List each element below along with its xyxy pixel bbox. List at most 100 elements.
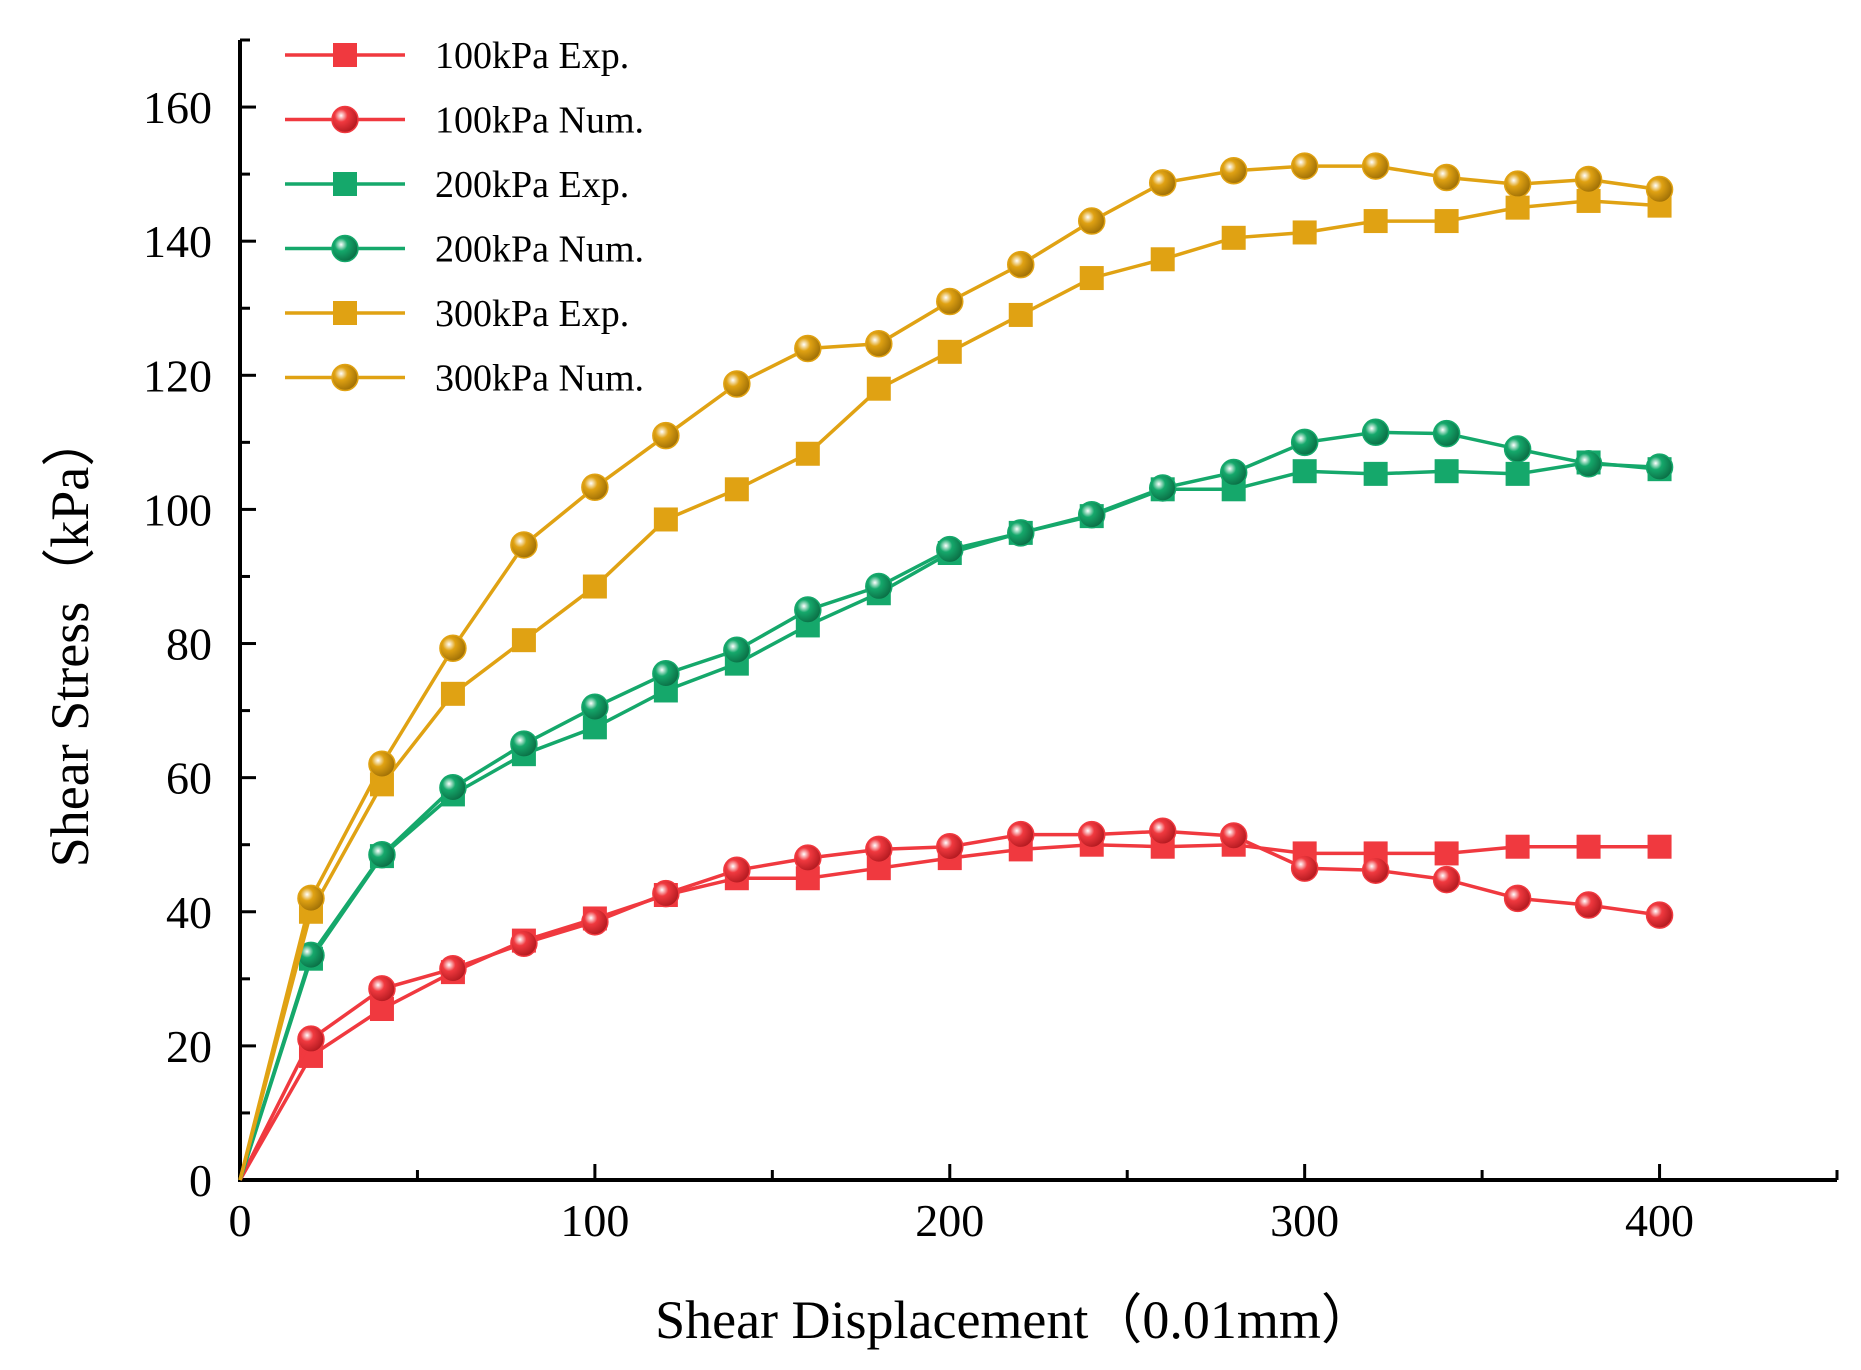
data-point [1432,865,1461,894]
data-point [1361,418,1390,447]
data-point [581,693,609,721]
data-point [510,929,538,958]
legend-marker [333,172,357,196]
data-point [582,574,607,599]
data-point [1434,459,1459,484]
data-point [297,1025,325,1053]
data-point [936,287,964,316]
data-point [794,844,822,872]
data-point [1574,165,1603,194]
data-point [936,832,964,861]
data-point [1434,841,1459,866]
data-point [653,507,678,532]
legend-label: 300kPa Exp. [435,293,629,335]
data-point [1361,856,1390,884]
legend-label: 200kPa Num. [435,229,644,271]
y-tick-label: 60 [166,753,212,804]
data-point [1077,501,1106,529]
legend-marker [331,363,359,392]
axes: 0 100 200 300 400 0 20 40 60 80 100 120 140 160 [143,38,1839,1246]
data-point [1292,459,1317,484]
legend-item: 300kPa Exp. [285,293,629,335]
data-point [936,535,964,564]
y-axis-title: Shear Stress（kPa） [40,413,100,867]
data-point [1363,209,1388,234]
legend-label: 300kPa Num. [435,358,644,400]
data-point [723,636,751,664]
data-point [1505,195,1530,220]
data-point [1645,453,1674,481]
data-point [1645,901,1674,929]
x-tick-label: 100 [560,1195,629,1246]
data-point [937,339,962,364]
data-point [1079,266,1104,291]
data-point [1008,302,1033,327]
data-point [1574,450,1603,478]
data-point [368,750,396,778]
data-point [1007,250,1035,279]
data-point [865,572,893,601]
data-point [1077,820,1106,849]
data-point [297,884,325,913]
series-line [238,460,1660,1181]
data-point [1434,209,1459,234]
data-point [794,596,822,624]
data-point [652,421,680,450]
data-point [510,730,538,758]
data-point [652,659,680,688]
data-point [723,856,751,884]
data-point [368,841,396,869]
data-point [581,908,609,936]
data-point [581,473,609,502]
legend: 100kPa Exp. 100kPa Num. 200kPa Exp. 200kPa … [285,35,644,400]
x-axis-title: Shear Displacement（0.01mm） [655,1290,1375,1350]
data-point [440,681,465,706]
data-point [439,634,467,662]
data-point [1576,834,1601,859]
data-point [1363,461,1388,486]
data-point [1150,247,1175,272]
data-point [1290,854,1319,882]
y-tick-label: 160 [143,82,212,133]
data-point [1292,220,1317,245]
data-point [1432,163,1461,192]
data-point [652,879,680,908]
y-tick-label: 20 [166,1021,212,1072]
x-tick-label: 300 [1270,1195,1339,1246]
data-point [794,334,822,363]
data-point [1505,461,1530,486]
data-point [723,370,751,398]
legend-marker [331,234,359,263]
data-point [1221,225,1246,250]
data-point [865,330,893,358]
legend-label: 100kPa Exp. [435,35,629,77]
data-point [1148,474,1177,502]
data-point [1219,458,1248,487]
data-point [511,628,536,653]
legend-marker [333,301,357,325]
y-tick-label: 140 [143,216,212,267]
plot-series [238,152,1674,1181]
data-point [1007,820,1035,849]
series-100kpa-num- [238,817,1674,1181]
legend-item: 200kPa Exp. [285,164,629,206]
y-tick-label: 100 [143,484,212,535]
data-point [439,955,467,983]
series-line [238,842,1660,1181]
data-point [1574,891,1603,919]
data-point [866,376,891,401]
data-point [1219,822,1248,850]
data-point [1007,519,1035,547]
series-300kpa-exp- [238,188,1672,1181]
data-point [439,773,467,802]
legend-label: 200kPa Exp. [435,164,629,206]
x-tick-label: 200 [915,1195,984,1246]
data-point [1503,170,1532,198]
data-point [1148,817,1177,846]
y-tick-label: 0 [189,1155,212,1206]
series-200kpa-num- [238,418,1674,1181]
data-point [795,441,820,466]
legend-item: 100kPa Exp. [285,35,629,77]
data-point [1645,175,1674,204]
y-tick-label: 120 [143,350,212,401]
